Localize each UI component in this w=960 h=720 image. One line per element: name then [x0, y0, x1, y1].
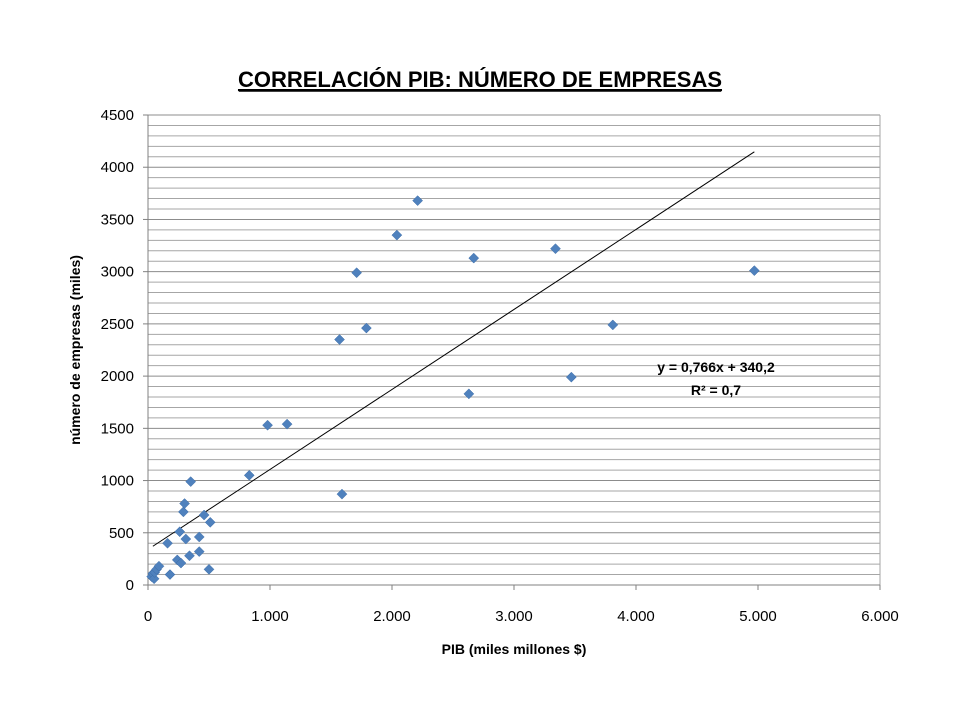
data-point	[361, 322, 372, 334]
y-axis-label: número de empresas (miles)	[67, 255, 83, 445]
data-point	[193, 531, 205, 543]
trendline	[152, 151, 755, 547]
data-point	[334, 334, 345, 345]
chart-title: CORRELACIÓN PIB: NÚMERO DE EMPRESAS	[238, 67, 722, 92]
data-point	[153, 560, 165, 572]
x-tick-label: 5.000	[739, 608, 777, 625]
trendline-r2: R² = 0,7	[691, 382, 741, 398]
data-point	[162, 537, 173, 549]
data-point	[281, 418, 293, 430]
tick-labels-layer: 0 500 1000 1500 2000 2500 3000 3500 4000 4500 0 1.0…	[101, 107, 899, 625]
data-point	[262, 419, 273, 431]
data-point	[174, 526, 186, 538]
y-tick-label: 4000	[101, 159, 134, 176]
data-point	[178, 506, 189, 518]
data-point	[148, 573, 160, 585]
x-tick-label: 1.000	[251, 608, 289, 625]
y-tick-label: 4500	[101, 107, 134, 124]
data-point	[412, 195, 423, 206]
data-point	[607, 319, 619, 331]
x-tick-label: 4.000	[617, 608, 655, 625]
y-tick-label: 0	[126, 577, 134, 594]
x-axis-label: PIB (miles millones $)	[442, 641, 587, 657]
points-layer	[146, 195, 760, 585]
y-tick-label: 2000	[101, 368, 134, 385]
y-tick-label: 3000	[101, 264, 134, 281]
y-tick-label: 1000	[101, 473, 134, 490]
y-tick-label: 1500	[101, 420, 134, 437]
data-point	[351, 267, 362, 279]
data-point	[463, 388, 475, 400]
data-point	[243, 469, 255, 481]
y-tick-label: 3500	[101, 211, 134, 228]
y-tick-label: 500	[109, 525, 134, 542]
grid-layer	[148, 114, 881, 585]
data-point	[193, 546, 205, 557]
data-point	[468, 252, 480, 264]
x-tick-label: 2.000	[373, 608, 411, 625]
data-point	[550, 243, 561, 255]
axis-layer	[143, 114, 881, 590]
data-point	[179, 498, 190, 509]
trendline-layer	[152, 151, 755, 547]
trendline-equation: y = 0,766x + 340,2	[657, 359, 775, 375]
x-tick-label: 0	[144, 608, 152, 625]
data-point	[180, 533, 192, 545]
data-point	[204, 516, 216, 528]
x-tick-label: 6.000	[861, 608, 899, 625]
x-tick-label: 3.000	[495, 608, 533, 625]
data-point	[748, 265, 760, 276]
data-point	[175, 557, 187, 569]
data-point	[565, 371, 577, 383]
data-point	[391, 229, 403, 241]
data-point	[336, 488, 348, 500]
data-point	[198, 509, 210, 521]
data-point	[203, 563, 215, 575]
y-tick-label: 2500	[101, 316, 134, 333]
data-point	[184, 550, 195, 562]
data-point	[164, 569, 176, 580]
data-point	[185, 476, 197, 487]
